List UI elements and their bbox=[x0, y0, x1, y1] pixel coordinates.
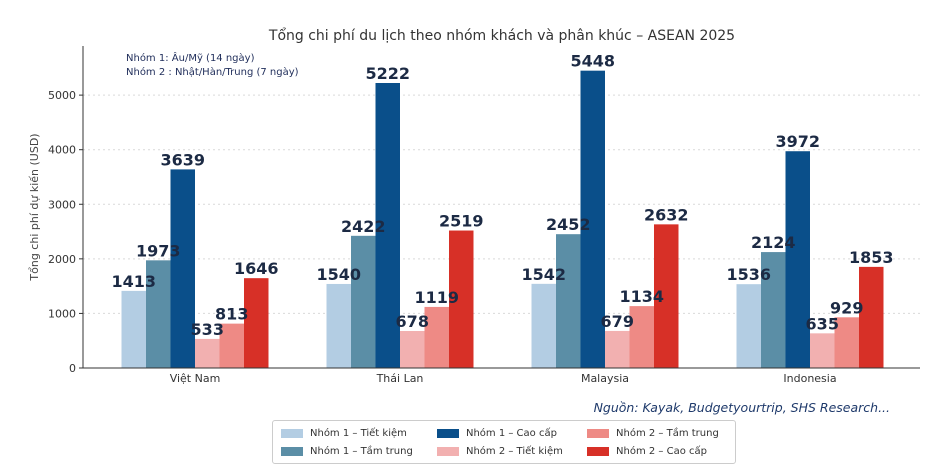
x-tick-label: Indonesia bbox=[783, 372, 836, 385]
legend-item: Nhóm 2 – Tiết kiệm bbox=[436, 442, 571, 460]
bar bbox=[146, 260, 171, 368]
legend-swatch bbox=[436, 446, 459, 456]
data-label: 2519 bbox=[439, 212, 484, 231]
data-label: 1973 bbox=[136, 241, 181, 260]
x-tick-label: Việt Nam bbox=[170, 372, 221, 385]
legend-label: Nhóm 2 – Cao cấp bbox=[616, 445, 707, 457]
source-note: Nguồn: Kayak, Budgetyourtrip, SHS Resear… bbox=[593, 400, 890, 415]
data-label: 533 bbox=[191, 320, 224, 339]
bar bbox=[195, 338, 220, 368]
bar bbox=[761, 252, 786, 368]
data-label: 2632 bbox=[644, 205, 689, 224]
data-label: 929 bbox=[830, 298, 863, 317]
data-label: 1646 bbox=[234, 259, 279, 278]
data-label: 1542 bbox=[521, 265, 566, 284]
bar-chart: Tổng chi phí du lịch theo nhóm khách và … bbox=[28, 27, 920, 385]
data-label: 2124 bbox=[751, 233, 796, 252]
legend-swatch bbox=[281, 446, 303, 456]
bar bbox=[449, 230, 474, 368]
annotation-group2: Nhóm 2 : Nhật/Hàn/Trung (7 ngày) bbox=[126, 66, 299, 78]
data-label: 678 bbox=[396, 312, 429, 331]
bar bbox=[170, 169, 195, 368]
y-tick-label: 1000 bbox=[48, 307, 76, 320]
data-label: 679 bbox=[601, 312, 634, 331]
legend-swatch bbox=[587, 446, 610, 456]
legend: Nhóm 1 – Tiết kiệm Nhóm 1 – Cao cấp Nhóm… bbox=[272, 420, 736, 464]
data-label: 1119 bbox=[414, 288, 459, 307]
data-label: 2452 bbox=[546, 215, 591, 234]
bar bbox=[121, 290, 146, 368]
data-label: 635 bbox=[806, 314, 839, 333]
legend-swatch bbox=[587, 428, 610, 438]
bar bbox=[556, 234, 581, 368]
data-label: 1413 bbox=[111, 272, 156, 291]
legend-label: Nhóm 1 – Tiết kiệm bbox=[310, 427, 407, 439]
y-tick-label: 2000 bbox=[48, 253, 76, 266]
data-label: 3972 bbox=[775, 132, 820, 151]
bar bbox=[424, 306, 449, 368]
bar bbox=[531, 283, 556, 368]
y-axis-label: Tổng chi phí dự kiến (USD) bbox=[28, 133, 41, 281]
y-tick-label: 5000 bbox=[48, 89, 76, 102]
bar bbox=[629, 306, 654, 368]
bar bbox=[736, 284, 761, 368]
bar bbox=[351, 235, 376, 368]
bar bbox=[580, 70, 605, 369]
legend-label: Nhóm 1 – Cao cấp bbox=[465, 427, 557, 439]
data-label: 5222 bbox=[365, 64, 410, 83]
bar bbox=[834, 317, 859, 368]
annotation-group1: Nhóm 1: Âu/Mỹ (14 ngày) bbox=[126, 51, 255, 64]
bar bbox=[859, 266, 884, 368]
legend-label: Nhóm 1 – Tầm trung bbox=[310, 445, 413, 457]
data-label: 1536 bbox=[726, 265, 771, 284]
x-tick-label: Malaysia bbox=[581, 372, 629, 385]
legend-swatch bbox=[281, 428, 303, 438]
legend-label: Nhóm 2 – Tầm trung bbox=[616, 427, 719, 439]
bar bbox=[605, 330, 630, 368]
y-tick-label: 0 bbox=[69, 362, 76, 375]
legend-swatch bbox=[436, 428, 459, 438]
bar bbox=[326, 283, 351, 368]
bar bbox=[219, 323, 244, 368]
legend-item: Nhóm 1 – Cao cấp bbox=[436, 424, 571, 442]
data-label: 3639 bbox=[160, 150, 205, 169]
bar bbox=[810, 333, 835, 368]
x-axis-categories: Việt Nam Thái Lan Malaysia Indonesia bbox=[170, 372, 837, 385]
bar bbox=[244, 278, 269, 368]
data-label: 1540 bbox=[316, 265, 361, 284]
legend-item: Nhóm 1 – Tầm trung bbox=[281, 442, 421, 460]
data-label: 2422 bbox=[341, 217, 386, 236]
bar bbox=[400, 330, 425, 368]
bars bbox=[121, 70, 884, 369]
x-tick-label: Thái Lan bbox=[376, 372, 424, 385]
bar bbox=[375, 83, 400, 368]
data-label: 1853 bbox=[849, 248, 894, 267]
legend-label: Nhóm 2 – Tiết kiệm bbox=[465, 445, 563, 457]
y-tick-label: 3000 bbox=[48, 198, 76, 211]
y-axis-ticks: 0 1000 2000 3000 4000 5000 bbox=[48, 89, 83, 375]
data-label: 813 bbox=[215, 305, 248, 324]
data-label: 5448 bbox=[570, 52, 615, 71]
y-tick-label: 4000 bbox=[48, 144, 76, 157]
data-label: 1134 bbox=[619, 287, 664, 306]
legend-item: Nhóm 2 – Tầm trung bbox=[587, 424, 727, 442]
bar bbox=[785, 151, 810, 368]
legend-item: Nhóm 1 – Tiết kiệm bbox=[281, 424, 421, 442]
chart-title: Tổng chi phí du lịch theo nhóm khách và … bbox=[268, 27, 735, 44]
legend-item: Nhóm 2 – Cao cấp bbox=[587, 442, 727, 460]
bar bbox=[654, 224, 679, 368]
